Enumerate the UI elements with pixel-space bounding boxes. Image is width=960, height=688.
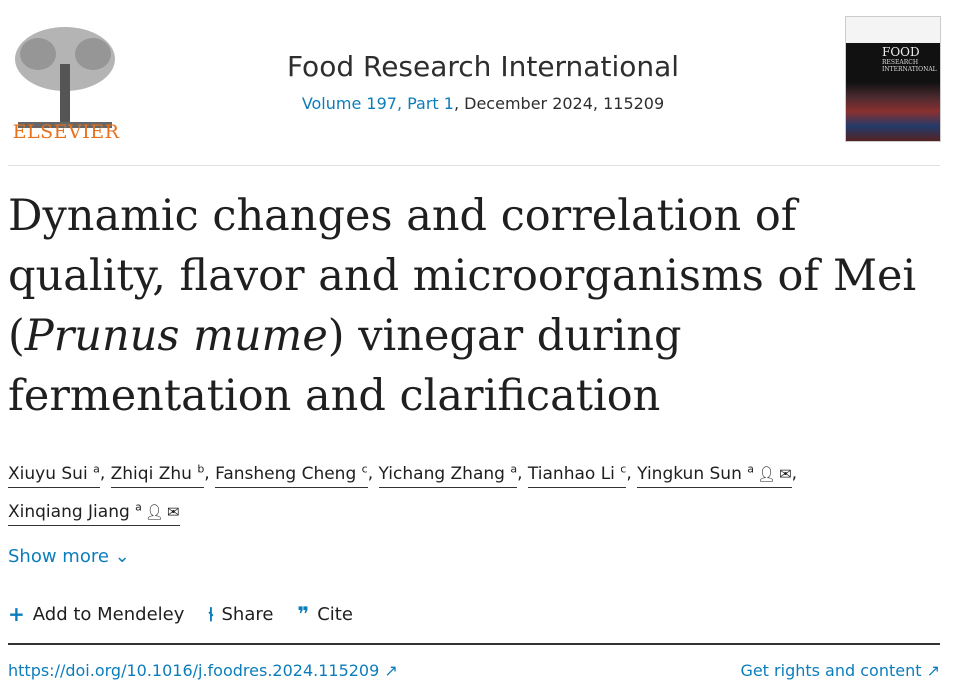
person-icon: 👤︎ xyxy=(144,503,164,522)
divider xyxy=(8,165,940,166)
author-link[interactable]: Xinqiang Jiang a 👤︎ ✉ xyxy=(8,501,180,527)
rights-link[interactable]: Get rights and content ↗ xyxy=(740,661,940,680)
author-link[interactable]: Yingkun Sun a 👤︎ ✉ xyxy=(637,462,792,488)
plus-icon: + xyxy=(8,602,25,626)
journal-title[interactable]: Food Research International xyxy=(286,50,680,83)
external-link-icon: ↗ xyxy=(926,661,940,680)
article-title: Dynamic changes and correlation of quali… xyxy=(8,191,917,421)
divider xyxy=(8,643,940,645)
share-button[interactable]: ⫮ Share xyxy=(208,602,274,626)
doi-link[interactable]: https://doi.org/10.1016/j.foodres.2024.1… xyxy=(8,661,398,680)
add-to-mendeley-button[interactable]: + Add to Mendeley xyxy=(8,602,185,626)
email-icon: ✉ xyxy=(166,503,180,522)
chevron-down-icon: ⌄ xyxy=(114,546,130,567)
person-icon: 👤︎ xyxy=(757,464,777,483)
author-link[interactable]: Fansheng Cheng c xyxy=(215,462,368,488)
author-list: Xiuyu Sui a, Zhiqi Zhu b, Fansheng Cheng… xyxy=(8,452,948,529)
author-link[interactable]: Zhiqi Zhu b xyxy=(110,462,205,488)
journal-cover[interactable]: FOOD RESEARCH INTERNATIONAL xyxy=(845,16,941,142)
email-icon: ✉ xyxy=(779,464,792,483)
show-more-button[interactable]: Show more ⌄ xyxy=(8,546,130,567)
author-link[interactable]: Xiuyu Sui a xyxy=(8,462,100,488)
issue-info: Volume 197, Part 1, December 2024, 11520… xyxy=(200,94,766,113)
elsevier-wordmark: ELSEVIER xyxy=(12,121,120,143)
external-link-icon: ↗ xyxy=(384,661,398,680)
issue-date: , December 2024, 115209 xyxy=(453,94,665,113)
elsevier-tree-logo xyxy=(15,27,115,128)
author-link[interactable]: Tianhao Li c xyxy=(527,462,627,488)
cite-button[interactable]: ❞ Cite xyxy=(297,602,353,626)
author-link[interactable]: Yichang Zhang a xyxy=(378,462,518,488)
quote-icon: ❞ xyxy=(297,602,310,626)
share-icon: ⫮ xyxy=(208,602,214,626)
article-actions: + Add to Mendeley ⫮ Share ❞ Cite xyxy=(8,602,353,626)
volume-link[interactable]: Volume 197, Part 1 xyxy=(301,94,454,113)
